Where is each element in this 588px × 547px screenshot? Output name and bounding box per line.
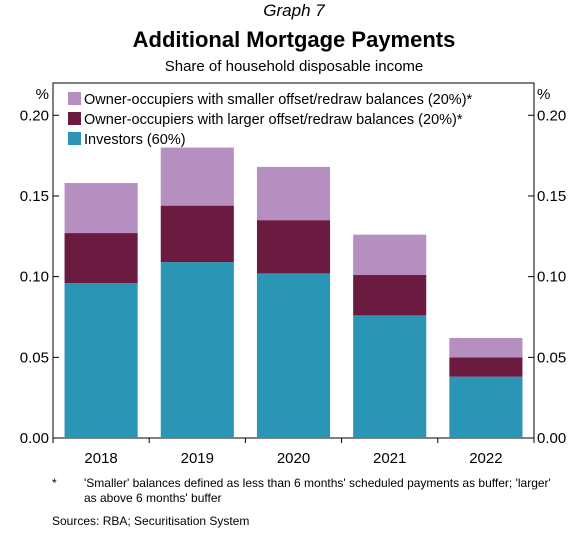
y-tick-label-left-0.15: 0.15	[20, 188, 49, 205]
bar-2021-series-2	[353, 234, 427, 276]
bar-2021-series-0	[353, 315, 427, 438]
bar-2020-series-1	[256, 220, 331, 274]
legend-swatch-2	[68, 92, 81, 105]
x-tick-label-2018: 2018	[84, 450, 117, 467]
y-unit-left: %	[36, 86, 49, 103]
bar-2020-series-2	[256, 166, 331, 221]
chart-subtitle: Share of household disposable income	[164, 58, 424, 75]
bar-2022-series-0	[449, 376, 523, 438]
y-tick-label-right-0.00: 0.00	[537, 430, 566, 447]
footnote-text: 'Smaller' balances defined as less than …	[84, 476, 551, 505]
y-tick-label-right-0.10: 0.10	[537, 269, 566, 286]
bar-2018-series-1	[64, 233, 138, 284]
bar-2018-series-2	[64, 183, 138, 234]
bar-2019-series-0	[160, 262, 234, 438]
y-tick-label-left-0.20: 0.20	[20, 107, 49, 124]
bar-2019-series-1	[160, 205, 234, 263]
sources-text: Sources: RBA; Securitisation System	[52, 514, 250, 528]
y-tick-label-left-0.00: 0.00	[20, 430, 49, 447]
bar-2021-series-1	[353, 275, 427, 316]
y-tick-label-left-0.05: 0.05	[20, 349, 49, 366]
y-tick-label-left-0.10: 0.10	[20, 269, 49, 286]
bar-2022-series-1	[449, 357, 523, 377]
x-tick-label-2020: 2020	[277, 450, 310, 467]
graph-number-label: Graph 7	[263, 1, 325, 20]
x-tick-label-2019: 2019	[181, 450, 214, 467]
bar-2022-series-2	[449, 337, 523, 358]
y-unit-right: %	[537, 86, 550, 103]
x-tick-label-2022: 2022	[469, 450, 502, 467]
chart-title: Additional Mortgage Payments	[132, 27, 456, 52]
footnote-mark: *	[52, 476, 57, 490]
x-tick-label-2021: 2021	[373, 450, 406, 467]
legend-label-1: Owner-occupiers with larger offset/redra…	[84, 112, 463, 128]
y-tick-label-right-0.05: 0.05	[537, 349, 566, 366]
y-tick-label-right-0.15: 0.15	[537, 188, 566, 205]
bar-2018-series-0	[64, 283, 138, 438]
legend-swatch-0	[68, 132, 81, 145]
legend-swatch-1	[68, 112, 81, 125]
bar-2019-series-2	[160, 147, 234, 206]
legend-label-0: Investors (60%)	[84, 132, 186, 148]
bar-2020-series-0	[256, 273, 331, 438]
legend-label-2: Owner-occupiers with smaller offset/redr…	[84, 92, 473, 108]
y-tick-label-right-0.20: 0.20	[537, 107, 566, 124]
